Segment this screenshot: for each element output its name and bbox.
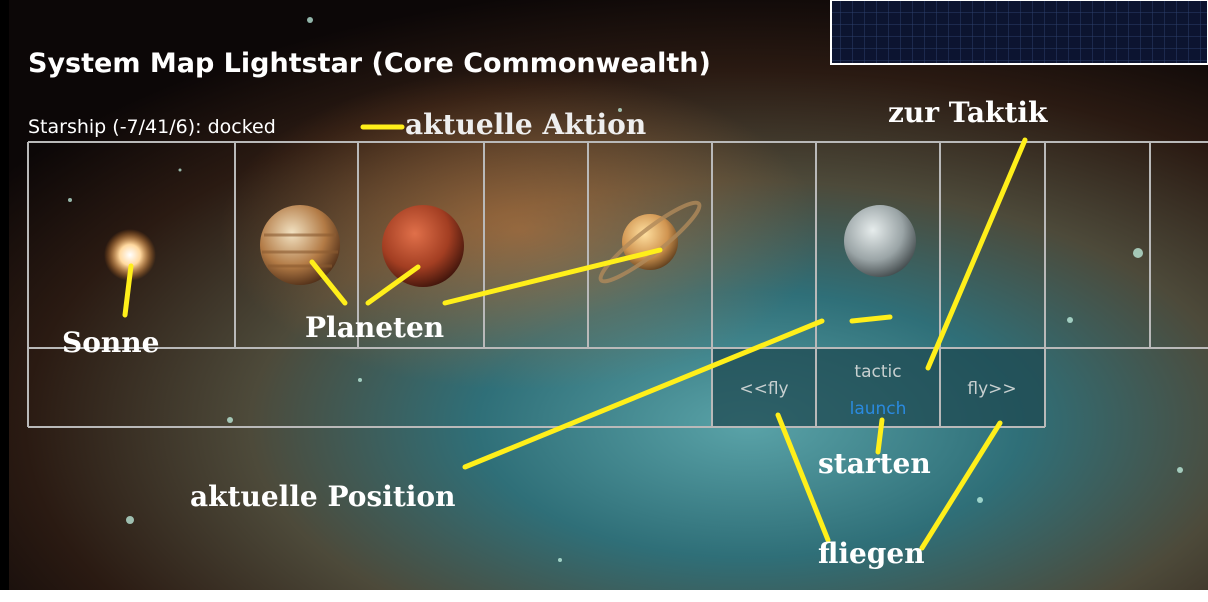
sun[interactable] bbox=[104, 229, 156, 281]
launch-button[interactable]: launch bbox=[850, 399, 907, 419]
planet[interactable] bbox=[844, 205, 916, 277]
annotation: fliegen bbox=[818, 537, 925, 570]
annotation: aktuelle Position bbox=[190, 480, 455, 513]
annotation: Sonne bbox=[62, 326, 159, 359]
frame bbox=[0, 0, 9, 590]
planet-bands bbox=[262, 233, 338, 268]
controls-panel bbox=[712, 348, 1045, 426]
map-grid bbox=[27, 141, 1208, 428]
stars bbox=[68, 17, 1183, 562]
planet[interactable] bbox=[382, 205, 464, 287]
minimap-grid bbox=[830, 0, 1208, 65]
annotation: starten bbox=[818, 447, 931, 480]
annotation: Planeten bbox=[305, 311, 444, 344]
fly-forward-button[interactable]: fly>> bbox=[967, 379, 1016, 399]
nebula-glow bbox=[220, 70, 820, 390]
tactic-button[interactable]: tactic bbox=[854, 362, 901, 382]
title: System Map Lightstar (Core Commonwealth) bbox=[28, 48, 711, 79]
fly-back-button[interactable]: <<fly bbox=[739, 379, 788, 399]
frame bbox=[0, 590, 1208, 602]
status: Starship (-7/41/6): docked bbox=[28, 116, 276, 138]
planet[interactable] bbox=[260, 205, 340, 285]
annotation: aktuelle Aktion bbox=[405, 108, 646, 141]
annotation-lines bbox=[122, 124, 1028, 551]
annotation: zur Taktik bbox=[888, 96, 1048, 129]
